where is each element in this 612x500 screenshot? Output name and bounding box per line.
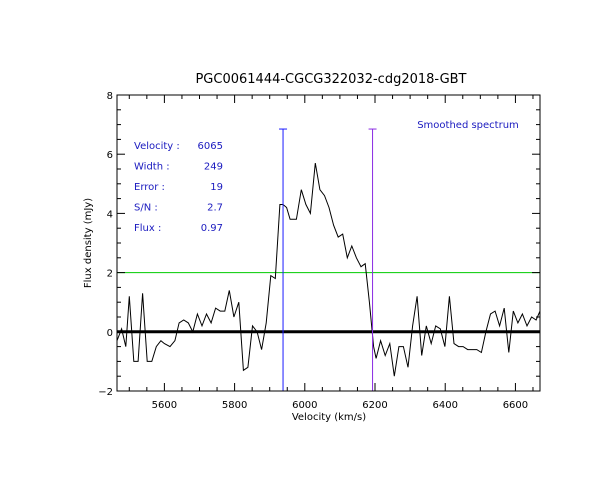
x-tick-label: 5600 <box>152 400 177 411</box>
stat-value: 19 <box>210 182 223 193</box>
spectrum-line <box>117 163 540 377</box>
stat-label: Error : <box>134 182 165 193</box>
stat-label: S/N : <box>134 203 158 214</box>
x-tick-label: 6400 <box>432 400 457 411</box>
stat-label: Width : <box>134 162 170 173</box>
x-tick-label: 6000 <box>292 400 317 411</box>
y-tick-label: 2 <box>107 269 113 280</box>
x-tick-label: 5800 <box>222 400 247 411</box>
plot-area <box>116 94 541 392</box>
x-tick-label: 6600 <box>503 400 528 411</box>
y-tick-label: 4 <box>107 209 113 220</box>
x-axis-label: Velocity (km/s) <box>292 412 366 423</box>
y-axis-label: Flux density (mJy) <box>83 198 94 288</box>
stat-value: 2.7 <box>207 203 223 214</box>
y-tick-label: 8 <box>107 91 113 102</box>
y-tick-label: 0 <box>107 328 113 339</box>
y-tick-label: −2 <box>98 387 113 398</box>
plot-frame <box>116 94 541 392</box>
x-tick-label: 6200 <box>362 400 387 411</box>
stat-value: 0.97 <box>201 223 223 234</box>
chart-title: PGC0061444-CGCG322032-cdg2018-GBT <box>195 72 466 87</box>
stat-value: 249 <box>204 162 223 173</box>
y-tick-label: 6 <box>107 150 113 161</box>
stat-label: Flux : <box>134 223 161 234</box>
stat-label: Velocity : <box>134 141 180 152</box>
stats-annotation: Velocity : 6065 Width : 249 Error : 19 S/N : 2.… <box>134 141 223 234</box>
legend-label: Smoothed spectrum <box>417 120 519 131</box>
axis-ticks: 5600 5800 6000 6200 6400 6600 −2 0 2 4 6 8 <box>98 91 540 411</box>
stat-value: 6065 <box>198 141 223 152</box>
